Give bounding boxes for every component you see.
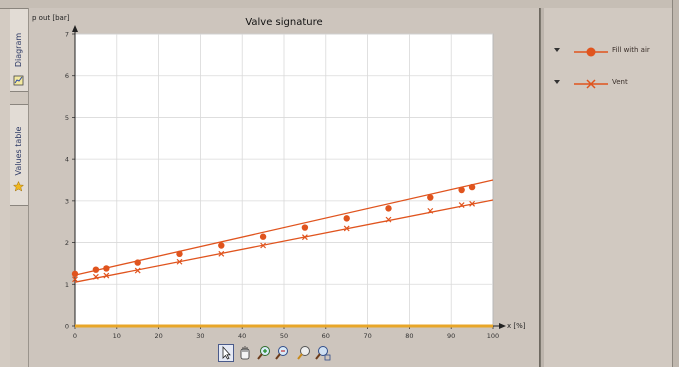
x-tick-label: 80 (405, 332, 413, 340)
y-tick-label: 4 (65, 156, 69, 164)
y-tick-label: 0 (65, 323, 69, 331)
dropdown-arrow-icon[interactable] (554, 80, 560, 84)
x-marker-stroke (92, 273, 99, 280)
x-marker-stroke (343, 225, 350, 232)
y-tick-label: 2 (65, 239, 69, 247)
series-line-fill-with-air (74, 179, 494, 276)
data-point-vent (260, 242, 267, 249)
data-point-fill-with-air (427, 194, 434, 201)
legend-swatch-vent (574, 79, 608, 89)
x-tick-label: 10 (113, 332, 121, 340)
x-marker-stroke (260, 242, 267, 249)
pan-tool-button[interactable] (237, 344, 253, 362)
zoom-button[interactable] (296, 344, 312, 362)
x-tick-label: 50 (280, 332, 288, 340)
legend-label-fill-with-air: Fill with air (612, 46, 650, 54)
series-line-vent (74, 199, 494, 283)
zoom-out-button[interactable] (274, 344, 290, 362)
tab-diagram[interactable]: Diagram (10, 8, 28, 92)
data-point-vent (469, 200, 476, 207)
x-marker-stroke (176, 258, 183, 265)
data-point-vent (92, 273, 99, 280)
tab-values-table-label: Values table (14, 126, 23, 176)
grid (75, 33, 493, 326)
y-tick-label: 3 (65, 197, 69, 205)
x-marker-stroke (458, 202, 465, 208)
data-point-vent (176, 258, 183, 265)
x-axis-arrow (499, 323, 506, 329)
star-icon (13, 181, 24, 192)
x-tick-label: 0 (73, 332, 77, 340)
side-tab-bar: Diagram Values table (10, 8, 29, 367)
zoom-window-icon (315, 346, 331, 361)
x-axis-label: x [%] (507, 322, 526, 330)
window-right-edge (672, 0, 679, 367)
y-tick-label: 1 (65, 281, 69, 289)
x-tick-label: 70 (363, 332, 371, 340)
data-point-fill-with-air (301, 224, 309, 231)
data-point-fill-with-air (103, 265, 110, 272)
data-point-vent (218, 250, 225, 257)
chart-title: Valve signature (245, 17, 322, 28)
tab-diagram-label: Diagram (14, 32, 23, 68)
hand-icon (240, 346, 250, 360)
y-tick-label: 7 (65, 31, 69, 39)
magnifier-icon (297, 346, 310, 360)
x-marker-stroke (218, 250, 225, 257)
x-tick-label: 90 (447, 332, 455, 340)
data-point-vent (343, 225, 350, 232)
valve-signature-chart: 0 10 20 30 40 50 60 70 80 90 100 0 1 2 3 4 5 6 7 Valve sig… (32, 14, 526, 340)
diagram-icon (13, 75, 24, 86)
data-point-vent (458, 202, 465, 208)
zoom-in-icon (257, 346, 270, 360)
data-point-vent (134, 267, 141, 274)
data-point-vent (427, 207, 434, 214)
x-marker-stroke (301, 234, 308, 241)
tab-values-table[interactable]: Values table (10, 104, 28, 206)
legend-item-vent[interactable]: Vent (550, 76, 670, 92)
legend-label-vent: Vent (612, 78, 628, 86)
x-tick-label: 30 (196, 332, 204, 340)
x-tick-label: 100 (487, 332, 499, 340)
data-point-fill-with-air (176, 250, 183, 258)
data-point-vent (103, 272, 110, 279)
zoom-in-button[interactable] (256, 344, 272, 362)
x-marker-stroke (134, 267, 141, 274)
x-tick-label: 60 (322, 332, 330, 340)
x-marker-stroke (72, 276, 78, 283)
legend-panel: Fill with air Vent (544, 8, 672, 367)
legend-swatch-fill-with-air (574, 47, 608, 57)
x-marker-stroke (103, 272, 110, 279)
data-point-fill-with-air (71, 270, 79, 278)
data-point-fill-with-air (134, 259, 141, 266)
x-tick-label: 20 (154, 332, 162, 340)
data-point-fill-with-air (343, 215, 350, 222)
select-tool-button[interactable] (218, 344, 234, 362)
x-marker-stroke (427, 207, 434, 214)
x-marker-stroke (385, 216, 392, 223)
y-tick-label: 6 (65, 72, 69, 80)
zoom-window-button[interactable] (314, 344, 331, 362)
zoom-out-icon (275, 346, 288, 360)
chart-toolbar (218, 344, 348, 364)
series (71, 179, 494, 328)
data-point-fill-with-air (218, 242, 225, 249)
cursor-icon (222, 345, 231, 360)
y-axis-label: p out [bar] (32, 14, 70, 22)
data-point-fill-with-air (259, 233, 267, 240)
dropdown-arrow-icon[interactable] (554, 48, 560, 52)
y-tick-label: 5 (65, 114, 69, 122)
data-point-fill-with-air (458, 186, 465, 194)
data-point-fill-with-air (468, 183, 476, 191)
data-point-vent (72, 276, 78, 283)
data-point-vent (301, 234, 308, 241)
legend-item-fill-with-air[interactable]: Fill with air (550, 44, 670, 60)
panel-divider[interactable] (540, 8, 544, 367)
data-point-fill-with-air (385, 205, 392, 212)
x-marker-stroke (469, 200, 476, 207)
y-axis-arrow (72, 25, 78, 32)
data-point-vent (385, 216, 392, 223)
data-point-fill-with-air (92, 266, 100, 273)
x-tick-label: 40 (238, 332, 246, 340)
